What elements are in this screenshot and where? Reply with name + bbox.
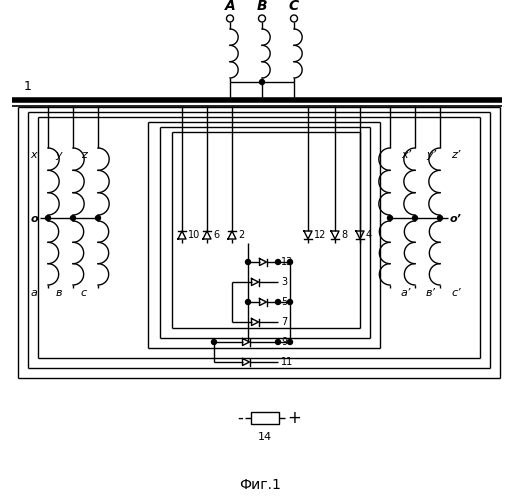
Text: в’: в’ <box>426 288 436 298</box>
Circle shape <box>71 216 75 220</box>
Circle shape <box>245 260 251 264</box>
Text: a’: a’ <box>401 288 411 298</box>
Circle shape <box>212 340 216 344</box>
Text: x: x <box>30 150 37 160</box>
Text: 13: 13 <box>281 257 293 267</box>
Circle shape <box>96 216 100 220</box>
Text: 7: 7 <box>281 317 287 327</box>
Text: c: c <box>81 288 87 298</box>
Circle shape <box>412 216 418 220</box>
Circle shape <box>259 80 265 84</box>
Text: z’: z’ <box>451 150 460 160</box>
Text: +: + <box>287 409 301 427</box>
Circle shape <box>288 340 292 344</box>
Text: c’: c’ <box>451 288 461 298</box>
Text: a: a <box>30 288 37 298</box>
Text: 9: 9 <box>281 337 287 347</box>
Text: x’: x’ <box>401 150 411 160</box>
Text: z: z <box>81 150 87 160</box>
Circle shape <box>387 216 393 220</box>
Circle shape <box>46 216 50 220</box>
Text: 2: 2 <box>238 230 244 240</box>
Circle shape <box>437 216 443 220</box>
Text: в: в <box>56 288 62 298</box>
Text: 14: 14 <box>258 432 272 442</box>
Text: 8: 8 <box>341 230 347 240</box>
Text: 3: 3 <box>281 277 287 287</box>
Text: 6: 6 <box>213 230 219 240</box>
Text: 4: 4 <box>366 230 372 240</box>
Circle shape <box>276 300 280 304</box>
Text: C: C <box>289 0 299 13</box>
Text: y’: y’ <box>426 150 436 160</box>
Text: 11: 11 <box>281 357 293 367</box>
Text: B: B <box>257 0 267 13</box>
Text: Фиг.1: Фиг.1 <box>239 478 281 492</box>
Text: y: y <box>55 150 62 160</box>
Circle shape <box>276 340 280 344</box>
Circle shape <box>288 260 292 264</box>
Text: o: o <box>30 214 38 224</box>
Circle shape <box>288 300 292 304</box>
Text: A: A <box>225 0 236 13</box>
Text: -: - <box>237 409 243 427</box>
Bar <box>251 412 279 424</box>
Text: o’: o’ <box>450 214 462 224</box>
Circle shape <box>276 260 280 264</box>
Circle shape <box>245 300 251 304</box>
Text: 1: 1 <box>24 80 32 93</box>
Text: 12: 12 <box>314 230 327 240</box>
Text: 10: 10 <box>188 230 200 240</box>
Text: 5: 5 <box>281 297 287 307</box>
